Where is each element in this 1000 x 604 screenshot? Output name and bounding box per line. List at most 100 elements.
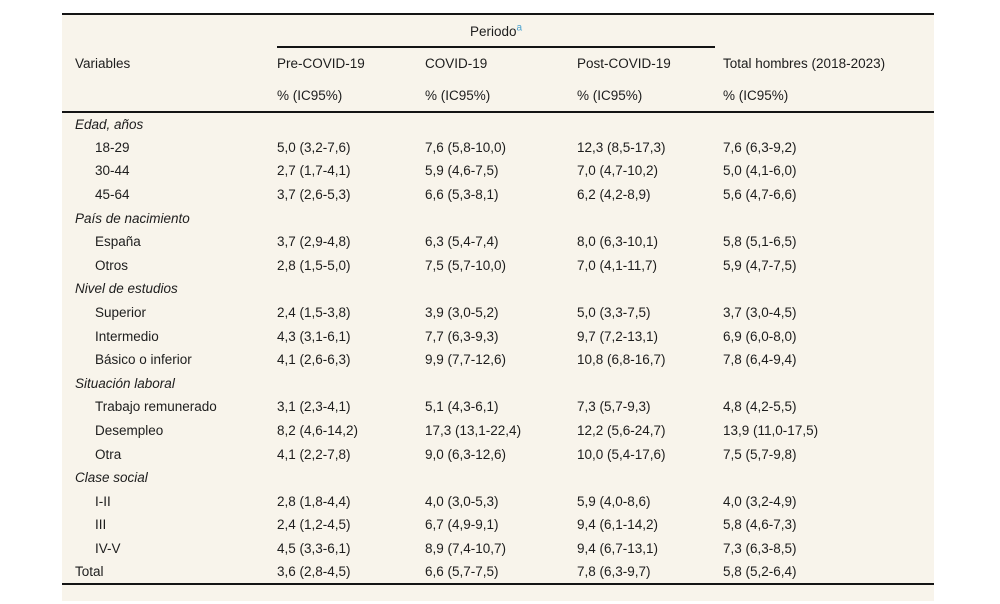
column-header-pre-covid: Pre-COVID-19 — [277, 56, 365, 71]
cell-total: 3,7 (3,0-4,5) — [723, 305, 797, 321]
cell-pre: 3,1 (2,3-4,1) — [277, 399, 351, 415]
cell-total: 4,0 (3,2-4,9) — [723, 493, 797, 509]
cell-pre: 2,8 (1,8-4,4) — [277, 493, 351, 509]
cell-post: 9,7 (7,2-13,1) — [577, 328, 659, 344]
cell-covid: 7,6 (5,8-10,0) — [425, 139, 507, 155]
row-label: Total — [75, 564, 104, 580]
cell — [723, 466, 934, 490]
period-spanner: Periodoa — [277, 23, 716, 48]
table-row-30-44: 30-44 2,7 (1,7-4,1) 5,9 (4,6-7,5) 7,0 (4… — [62, 159, 934, 183]
cell — [425, 112, 577, 136]
column-names-row: Variables Pre-COVID-19 COVID-19 Post-COV… — [62, 48, 934, 79]
cell-covid: 5,9 (4,6-7,5) — [425, 163, 499, 179]
cell-total: 5,6 (4,7-6,6) — [723, 187, 797, 203]
cell-total: 5,9 (4,7-7,5) — [723, 257, 797, 273]
cell-post: 10,8 (6,8-16,7) — [577, 352, 666, 368]
row-label: País de nacimiento — [75, 210, 190, 226]
cell — [723, 206, 934, 230]
table-header: Periodoa Variables Pre-COVID-19 COVID-19… — [62, 15, 935, 113]
cell — [425, 466, 577, 490]
cell-covid: 8,9 (7,4-10,7) — [425, 540, 507, 556]
table-row-group-laboral: Situación laboral — [62, 372, 934, 396]
cell-total: 5,8 (5,1-6,5) — [723, 234, 797, 250]
row-label: III — [95, 517, 107, 533]
cell-pre: 4,1 (2,2-7,8) — [277, 446, 351, 462]
cell-post: 7,8 (6,3-9,7) — [577, 564, 651, 580]
cell-post: 12,3 (8,5-17,3) — [577, 139, 666, 155]
cell-total: 5,0 (4,1-6,0) — [723, 163, 797, 179]
table-row-group-clase: Clase social — [62, 466, 934, 490]
cell-post: 8,0 (6,3-10,1) — [577, 234, 659, 250]
table-body: Edad, años 18-29 5,0 (3,2-7,6) 7,6 (5,8-… — [62, 112, 934, 584]
table-row-45-64: 45-64 3,7 (2,6-5,3) 6,6 (5,3-8,1) 6,2 (4… — [62, 183, 934, 207]
table-row-iv-v: IV-V 4,5 (3,3-6,1) 8,9 (7,4-10,7) 9,4 (6… — [62, 537, 934, 561]
cell-total: 4,8 (4,2-5,5) — [723, 399, 797, 415]
row-label: Edad, años — [75, 116, 144, 132]
table-row-intermedio: Intermedio 4,3 (3,1-6,1) 7,7 (6,3-9,3) 9… — [62, 324, 934, 348]
cell — [425, 206, 577, 230]
cell-covid: 9,9 (7,7-12,6) — [425, 352, 507, 368]
cell-covid: 5,1 (4,3-6,1) — [425, 399, 499, 415]
table-row-espana: España 3,7 (2,9-4,8) 6,3 (5,4-7,4) 8,0 (… — [62, 230, 934, 254]
spanner-row: Periodoa — [62, 15, 934, 48]
row-label: Superior — [95, 305, 147, 321]
row-label: Situación laboral — [75, 375, 175, 391]
results-table: Periodoa Variables Pre-COVID-19 COVID-19… — [62, 15, 935, 585]
cell — [723, 277, 934, 301]
cell — [577, 466, 723, 490]
table-row-otra: Otra 4,1 (2,2-7,8) 9,0 (6,3-12,6) 10,0 (… — [62, 442, 934, 466]
cell-covid: 7,7 (6,3-9,3) — [425, 328, 499, 344]
cell-pre: 4,1 (2,6-6,3) — [277, 352, 351, 368]
cell-pre: 2,7 (1,7-4,1) — [277, 163, 351, 179]
cell-pre: 2,4 (1,2-4,5) — [277, 517, 351, 533]
cell — [277, 466, 425, 490]
column-header-post-covid: Post-COVID-19 — [577, 56, 671, 71]
cell-pre: 4,3 (3,1-6,1) — [277, 328, 351, 344]
cell-pre: 2,8 (1,5-5,0) — [277, 257, 351, 273]
table-row-i-ii: I-II 2,8 (1,8-4,4) 4,0 (3,0-5,3) 5,9 (4,… — [62, 490, 934, 514]
cell — [277, 112, 425, 136]
table-row-total: Total 3,6 (2,8-4,5) 6,6 (5,7-7,5) 7,8 (6… — [62, 560, 934, 584]
row-label: I-II — [95, 493, 111, 509]
cell-covid: 4,0 (3,0-5,3) — [425, 493, 499, 509]
subheader-total: % (IC95%) — [723, 79, 935, 113]
table-row-group-estudios: Nivel de estudios — [62, 277, 934, 301]
column-header-covid: COVID-19 — [425, 56, 488, 71]
cell-pre: 3,6 (2,8-4,5) — [277, 564, 351, 580]
cell-covid: 6,6 (5,7-7,5) — [425, 564, 499, 580]
cell-pre: 3,7 (2,6-5,3) — [277, 187, 351, 203]
cell — [277, 277, 425, 301]
row-label: Desempleo — [95, 423, 164, 439]
cell-pre: 3,7 (2,9-4,8) — [277, 234, 351, 250]
period-spanner-cell: Periodoa — [277, 15, 723, 48]
cell-post: 5,0 (3,3-7,5) — [577, 305, 651, 321]
cell-total: 13,9 (11,0-17,5) — [723, 423, 819, 439]
table-row-otros: Otros 2,8 (1,5-5,0) 7,5 (5,7-10,0) 7,0 (… — [62, 254, 934, 278]
period-spanner-label: Periodo — [469, 24, 517, 39]
cell-pre: 5,0 (3,2-7,6) — [277, 139, 351, 155]
cell — [577, 372, 723, 396]
row-label: 18-29 — [95, 139, 130, 155]
row-label: Clase social — [75, 470, 148, 486]
table-row-superior: Superior 2,4 (1,5-3,8) 3,9 (3,0-5,2) 5,0… — [62, 301, 934, 325]
cell-post: 7,0 (4,7-10,2) — [577, 163, 659, 179]
cell-total: 7,3 (6,3-8,5) — [723, 540, 797, 556]
cell-total: 5,8 (5,2-6,4) — [723, 564, 797, 580]
table-row-group-edad: Edad, años — [62, 112, 934, 136]
cell-covid: 9,0 (6,3-12,6) — [425, 446, 507, 462]
cell-total: 7,8 (6,4-9,4) — [723, 352, 797, 368]
cell-total: 5,8 (4,6-7,3) — [723, 517, 797, 533]
row-label: Otros — [95, 257, 129, 273]
cell-post: 7,3 (5,7-9,3) — [577, 399, 651, 415]
cell — [277, 206, 425, 230]
column-header-total: Total hombres (2018-2023) — [723, 56, 886, 71]
table-row-trabajo: Trabajo remunerado 3,1 (2,3-4,1) 5,1 (4,… — [62, 395, 934, 419]
cell-covid: 6,3 (5,4-7,4) — [425, 234, 499, 250]
table-row-desempleo: Desempleo 8,2 (4,6-14,2) 17,3 (13,1-22,4… — [62, 419, 934, 443]
subheader-pre-covid: % (IC95%) — [277, 79, 425, 113]
cell-post: 7,0 (4,1-11,7) — [577, 257, 658, 273]
cell — [425, 277, 577, 301]
row-label: Nivel de estudios — [75, 281, 178, 297]
cell-covid: 6,7 (4,9-9,1) — [425, 517, 499, 533]
table-row-iii: III 2,4 (1,2-4,5) 6,7 (4,9-9,1) 9,4 (6,1… — [62, 513, 934, 537]
